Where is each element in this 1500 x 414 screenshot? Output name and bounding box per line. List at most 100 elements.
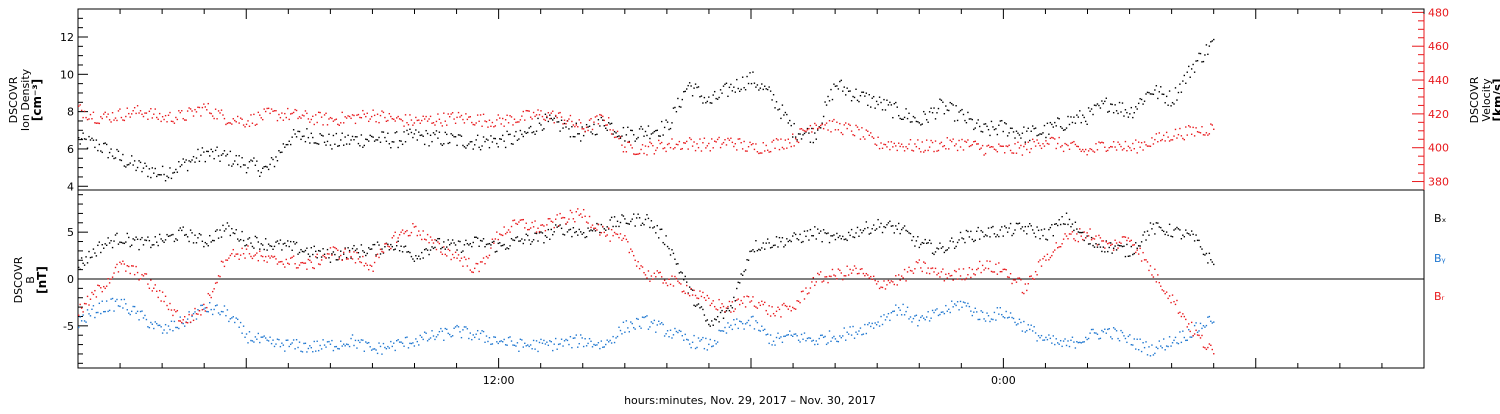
bz-point [640,265,642,267]
density-point [546,116,548,119]
bx-point [219,229,221,231]
density-point [593,123,595,126]
by-point [129,313,131,316]
bz-point [605,235,607,237]
density-point [709,102,711,104]
by-point [1086,338,1088,341]
bx-point [943,251,946,254]
by-point [921,315,923,317]
velocity-point [769,150,772,153]
by-point [1036,340,1038,342]
bz-point [522,218,525,221]
velocity-point [440,122,442,124]
bx-point [226,222,229,224]
density-point [276,160,279,162]
velocity-point [1127,145,1130,148]
by-point [307,347,310,350]
density-point [852,95,854,98]
by-point [719,330,722,332]
bx-point [210,241,212,243]
by-point [194,311,196,313]
density-point [494,137,497,140]
velocity-point [544,119,547,122]
density-point [431,140,433,143]
bz-point [1198,334,1200,337]
velocity-point [263,108,265,110]
by-point [133,305,136,308]
velocity-point [565,123,567,125]
velocity-point [699,138,701,140]
velocity-point [665,150,667,153]
bx-point [1137,245,1140,247]
bx-point [82,262,84,265]
velocity-point [830,131,832,133]
bx-point [1067,223,1069,226]
bz-point [232,248,234,251]
bz-point [254,254,257,256]
density-point [428,145,430,147]
velocity-point [219,112,221,114]
bx-point [422,257,424,259]
bz-point [479,261,482,263]
by-point [1154,352,1156,355]
bz-point [1208,343,1211,345]
bz-point [1030,275,1032,277]
by-point [245,333,248,335]
velocity-point [744,150,747,152]
velocity-point [406,122,408,124]
bx-point [494,251,497,253]
velocity-point [357,113,360,116]
by-point [675,330,678,333]
by-point [1093,332,1096,334]
velocity-point [1073,140,1075,143]
density-point [79,143,81,145]
bx-point [275,241,277,243]
bz-point [270,255,273,257]
bz-point [556,214,558,216]
velocity-point [282,119,285,121]
bx-point [696,304,698,306]
bx-point [659,228,661,231]
by-point [469,332,472,334]
bx-point [668,247,670,250]
by-point [413,345,416,347]
by-point [702,336,704,339]
density-point [528,127,530,129]
velocity-point [101,117,103,120]
velocity-point [91,118,93,120]
bz-point [1067,238,1069,240]
bx-point [830,235,832,237]
bz-point [858,272,860,275]
velocity-point [900,143,903,145]
velocity-point [195,111,198,113]
velocity-point [1149,145,1152,148]
bx-point [354,249,357,252]
bx-point [434,246,436,249]
density-point [831,98,834,101]
bx-point [870,232,872,234]
density-point [765,88,767,90]
bz-point [125,270,127,272]
bz-point [488,254,491,257]
density-point [580,140,582,142]
density-point [450,133,452,135]
bz-point [1104,247,1106,249]
bx-point [279,239,282,241]
bx-point [1034,236,1037,238]
velocity-point [457,111,460,114]
velocity-point [425,115,427,118]
by-point [132,305,134,308]
bx-point [889,220,891,222]
by-point [899,309,901,311]
bx-point [344,247,346,249]
velocity-point [535,114,538,116]
bz-point [440,251,442,253]
bz-point [128,265,130,268]
bz-point [382,251,385,253]
by-point [496,341,498,343]
velocity-point [114,117,117,119]
field-tick-label: 0 [67,273,74,286]
velocity-point [256,123,258,126]
bz-point [446,255,448,257]
velocity-point [234,119,236,122]
